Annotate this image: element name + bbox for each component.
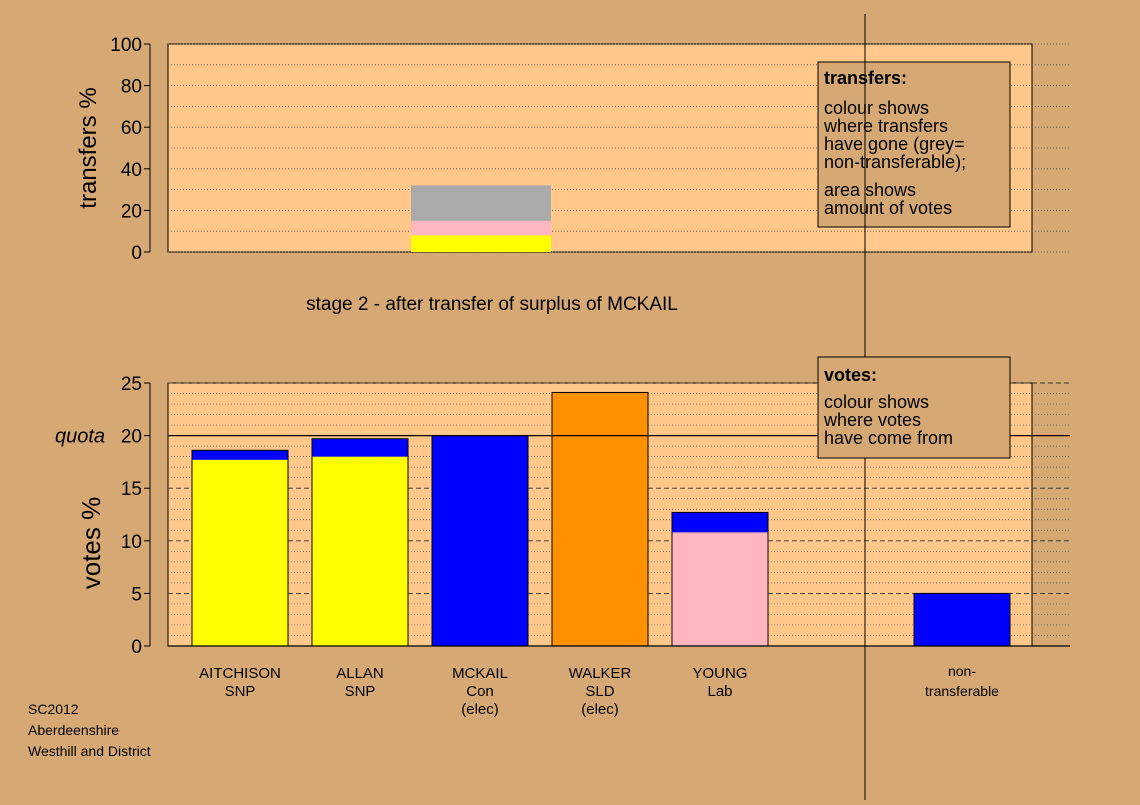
- transfers-bar-segment-0: [411, 235, 551, 252]
- votes-y-axis-label: votes %: [76, 497, 106, 590]
- transfers-caption: stage 2 - after transfer of surplus of M…: [306, 294, 678, 315]
- candidate-status-label: (elec): [461, 701, 499, 718]
- votes-legend-box: [817, 356, 1011, 459]
- transfers-legend-line: non-transferable);: [824, 152, 966, 172]
- footer-line-3: Westhill and District: [28, 743, 151, 759]
- votes-legend-title: votes:: [824, 365, 877, 385]
- votes-bar-0-segment-1: [192, 450, 288, 460]
- transfers-legend-line: where transfers: [823, 116, 948, 136]
- candidate-name-label: AITCHISON: [199, 665, 281, 682]
- votes-bar-0-segment-0: [192, 459, 288, 646]
- candidate-party-label: SNP: [345, 683, 376, 700]
- votes-legend-line: have come from: [824, 428, 953, 448]
- votes-bar-3-segment-0: [552, 392, 648, 646]
- votes-bar-4-segment-1: [672, 512, 768, 533]
- votes-bar-1-segment-1: [312, 438, 408, 457]
- votes-y-tick-label: 25: [121, 374, 142, 395]
- transfers-y-tick-label: 0: [131, 243, 142, 264]
- candidate-party-label: Con: [466, 683, 494, 700]
- votes-y-tick-label: 20: [121, 427, 142, 448]
- candidate-status-label: (elec): [581, 701, 619, 718]
- candidate-name-label: WALKER: [569, 665, 632, 682]
- transfers-bar-segment-2: [411, 185, 551, 221]
- transfers-legend-line: area shows: [824, 180, 916, 200]
- nontransferable-label: transferable: [925, 683, 999, 699]
- votes-legend-line: where votes: [823, 410, 921, 430]
- footer-line-2: Aberdeenshire: [28, 722, 119, 738]
- votes-y-tick-label: 0: [131, 637, 142, 658]
- votes-bar-2-segment-0: [432, 435, 528, 646]
- votes-bar-1-segment-0: [312, 456, 408, 646]
- candidate-name-label: MCKAIL: [452, 665, 508, 682]
- transfers-y-tick-label: 80: [121, 77, 142, 98]
- votes-legend-line: colour shows: [824, 392, 929, 412]
- transfers-legend-line: colour shows: [824, 98, 929, 118]
- transfers-y-tick-label: 40: [121, 160, 142, 181]
- nontransferable-label: non-: [948, 663, 976, 679]
- candidate-party-label: Lab: [707, 683, 732, 700]
- transfers-y-tick-label: 100: [110, 35, 142, 56]
- candidate-name-label: YOUNG: [692, 665, 747, 682]
- transfers-bar-segment-1: [411, 220, 551, 236]
- votes-y-tick-label: 5: [131, 584, 142, 605]
- transfers-legend-line: have gone (grey=: [824, 134, 965, 154]
- transfers-y-axis-label: transfers %: [75, 87, 102, 208]
- votes-y-tick-label: 15: [121, 479, 142, 500]
- nontransferable-bar-segment-0: [914, 593, 1010, 646]
- votes-bar-4-segment-0: [672, 532, 768, 646]
- transfers-legend-line: amount of votes: [824, 198, 952, 218]
- candidate-name-label: ALLAN: [336, 665, 384, 682]
- transfers-legend-title: transfers:: [824, 68, 907, 88]
- candidate-party-label: SLD: [585, 683, 614, 700]
- transfers-y-tick-label: 60: [121, 118, 142, 139]
- quota-label: quota: [55, 426, 105, 448]
- transfers-legend-box: [817, 61, 1011, 228]
- candidate-party-label: SNP: [225, 683, 256, 700]
- footer-line-1: SC2012: [28, 701, 79, 717]
- transfers-y-tick-label: 20: [121, 201, 142, 222]
- votes-y-tick-label: 10: [121, 532, 142, 553]
